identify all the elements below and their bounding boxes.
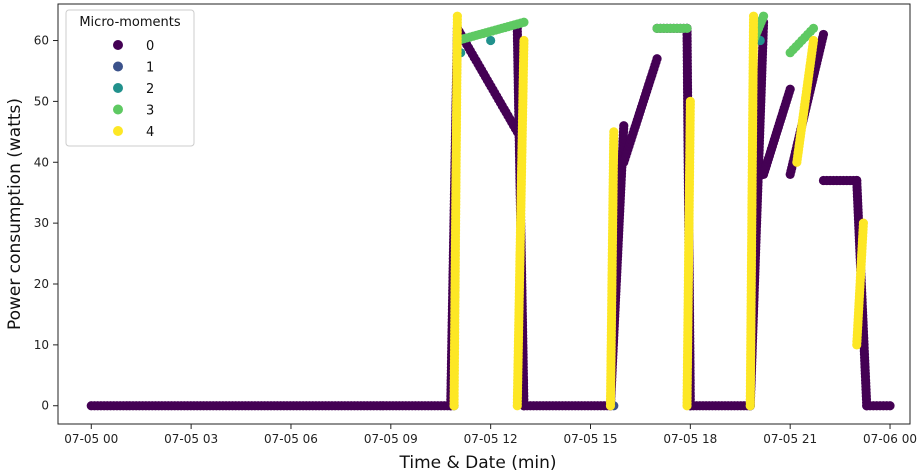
data-point [452,11,462,21]
x-tick-label: 07-05 18 [663,432,717,446]
data-point [685,96,695,106]
legend-marker [113,61,123,72]
x-tick-label: 07-05 09 [364,432,418,446]
legend-marker [113,126,123,136]
data-point [619,121,629,131]
legend: Micro-moments 0 1 2 3 4 [65,9,195,147]
legend-marker [113,104,123,115]
data-point [748,11,759,21]
data-point [885,401,895,411]
legend-items: 0 1 2 3 4 [113,39,154,140]
legend-title: Micro-moments [79,15,181,30]
x-axis-label: Time & Date (min) [398,453,556,473]
y-axis-ticks: 0 10 20 30 40 50 60 [34,34,58,413]
legend-label: 1 [146,61,154,76]
y-tick-label: 0 [41,399,49,413]
legend-label: 0 [146,39,154,54]
data-point [609,127,619,137]
y-tick-label: 20 [34,277,49,291]
data-point [486,35,496,46]
y-tick-label: 10 [34,338,49,352]
data-point [682,23,692,33]
data-point [785,84,795,94]
x-axis-ticks: 07-05 00 07-05 03 07-05 06 07-05 09 07-05 12… [64,424,917,446]
data-point [858,218,869,228]
x-tick-label: 07-05 15 [564,432,618,446]
legend-marker [113,83,123,93]
x-tick-label: 07-05 00 [64,432,118,446]
data-point [519,17,529,27]
legend-box [65,9,195,147]
data-point [758,11,769,21]
y-tick-label: 30 [34,216,49,230]
y-tick-label: 50 [34,94,49,108]
series-4 [449,11,869,411]
data-point [808,35,819,46]
legend-marker [113,40,123,50]
x-tick-label: 07-05 12 [464,432,518,446]
data-point [519,35,529,46]
y-tick-label: 60 [34,34,49,48]
x-tick-label: 07-05 03 [164,432,218,446]
legend-label: 4 [146,125,154,140]
series-0 [86,17,895,411]
chart-marks [86,11,895,411]
data-point [818,29,829,40]
y-axis-label: Power consumption (watts) [5,98,25,330]
data-point [808,23,819,33]
series-2 [456,35,765,58]
legend-label: 3 [146,104,154,119]
plot-frame [57,3,911,425]
y-tick-label: 40 [34,155,49,169]
x-tick-label: 07-05 06 [264,432,318,446]
data-point [652,54,662,64]
x-tick-label: 07-05 21 [763,432,817,446]
x-tick-label: 07-06 00 [863,432,917,446]
legend-label: 2 [146,82,154,97]
